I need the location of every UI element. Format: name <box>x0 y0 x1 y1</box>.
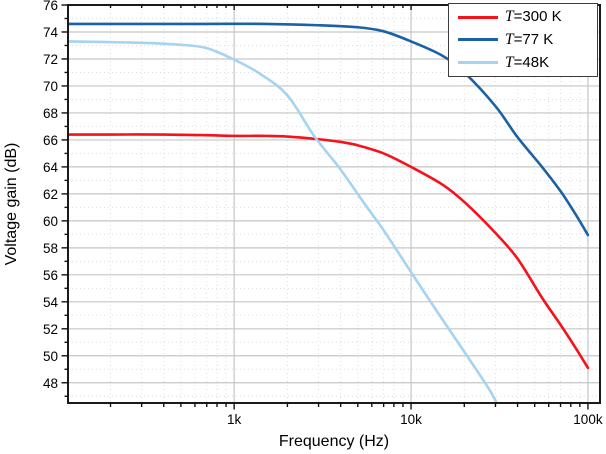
y-tick-label: 62 <box>43 187 58 202</box>
y-tick-label: 72 <box>43 52 58 67</box>
y-tick-label: 70 <box>43 79 58 94</box>
legend-item-0: T=300 K <box>449 6 597 28</box>
y-tick-label: 64 <box>43 160 59 175</box>
y-tick-label: 50 <box>43 349 58 364</box>
legend-item-1: T=77 K <box>449 29 597 51</box>
y-tick-label: 48 <box>43 376 58 391</box>
y-tick-label: 74 <box>43 25 59 40</box>
series-curve-0 <box>68 133 590 370</box>
legend-item-2: T=48K <box>449 52 597 74</box>
legend-line-sample <box>458 61 498 65</box>
y-tick-label: 58 <box>43 241 58 256</box>
x-tick-label: 100k <box>573 412 603 427</box>
series-curve-1 <box>68 22 590 237</box>
y-tick-label: 54 <box>43 295 59 310</box>
legend-line-sample <box>458 15 498 19</box>
y-axis-title: Voltage gain (dB) <box>3 143 20 266</box>
x-tick-label: 1k <box>227 412 242 427</box>
series-curve-2 <box>68 40 499 403</box>
series-curves <box>68 22 590 403</box>
legend-box: T=300 K T=77 K T=48K <box>448 3 598 77</box>
y-tick-label: 56 <box>43 268 58 283</box>
legend-label: T=300 K <box>505 8 562 26</box>
minor-gridlines <box>68 5 600 403</box>
legend-line-sample <box>458 38 498 42</box>
tick-labels: 48 50 52 54 56 58 60 62 64 66 68 70 72 74 76 1k 10k 100k <box>43 0 603 427</box>
y-tick-label: 68 <box>43 106 58 121</box>
y-tick-label: 52 <box>43 322 58 337</box>
x-axis-title: Frequency (Hz) <box>279 433 389 450</box>
legend-label: T=77 K <box>505 30 554 48</box>
legend-label: T=48K <box>505 53 550 71</box>
y-tick-label: 66 <box>43 133 58 148</box>
plot-frame <box>67 4 601 404</box>
x-tick-label: 10k <box>400 412 422 427</box>
y-tick-label: 76 <box>43 0 58 13</box>
y-tick-label: 60 <box>43 214 58 229</box>
